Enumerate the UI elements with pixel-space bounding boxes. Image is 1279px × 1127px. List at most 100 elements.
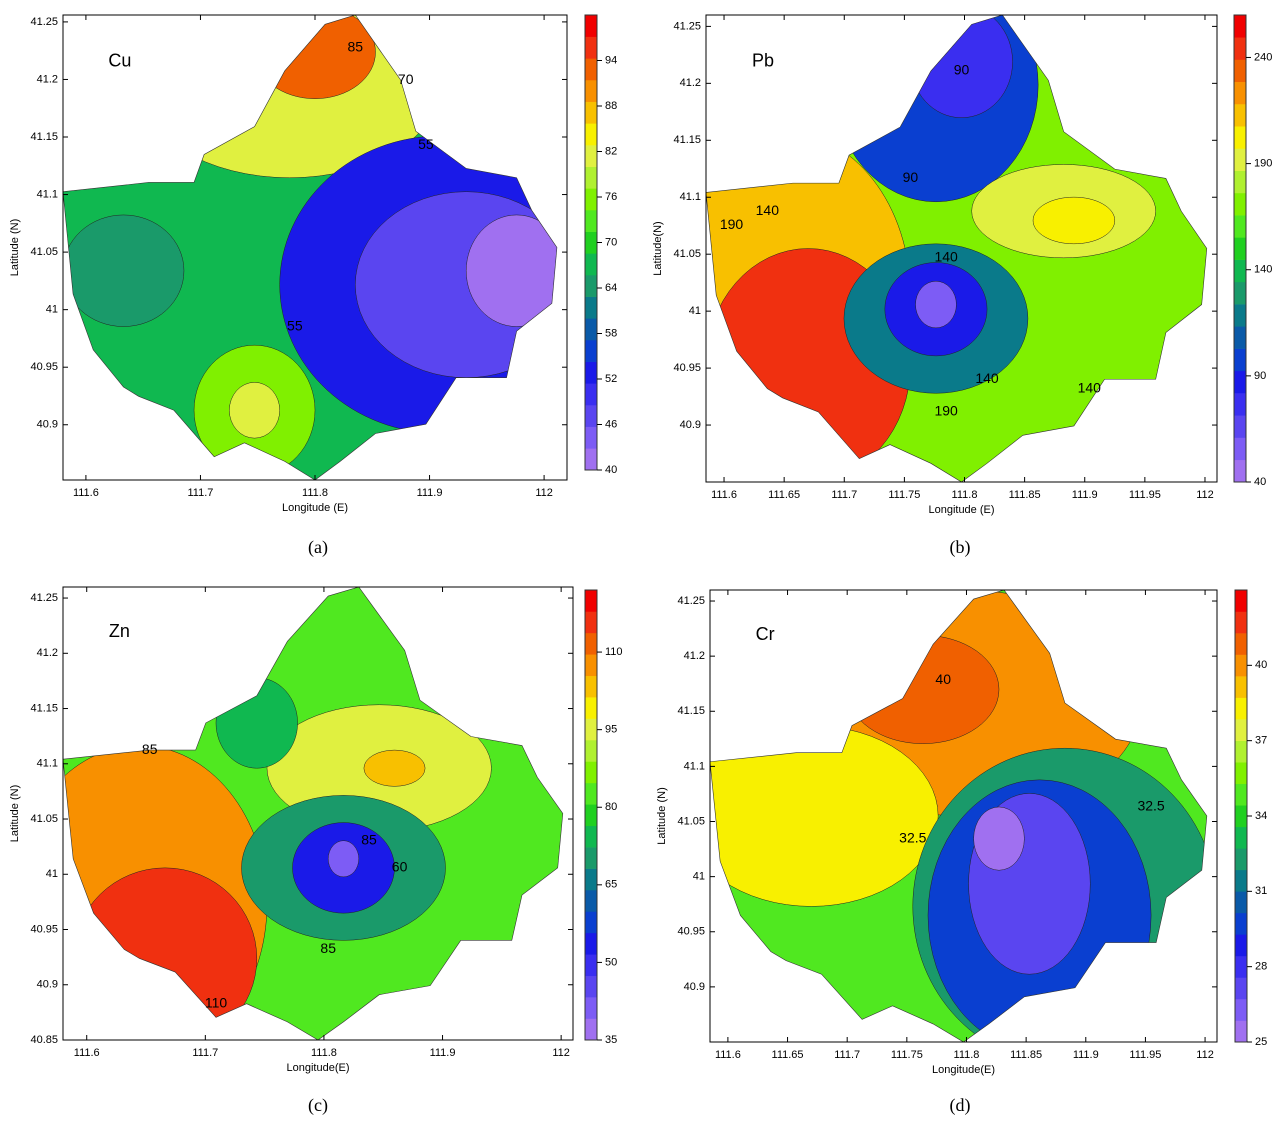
y-tick-label: 41.2 [684,650,705,662]
x-axis-label: Longitude(E) [932,1064,995,1076]
x-tick-label: 111.8 [954,1049,980,1061]
colorbar-tick-label: 25 [1255,1036,1267,1048]
colorbar-band [1234,59,1246,82]
contour-label: 40 [935,671,951,687]
element-label: Pb [752,50,774,70]
colorbar-band [585,654,597,676]
caption: (c) [308,1095,328,1116]
colorbar-band [585,890,597,912]
contour-label: 140 [934,249,958,265]
colorbar-band [585,123,597,145]
colorbar-band [1234,237,1246,260]
colorbar-band [585,826,597,848]
colorbar-tick-label: 52 [605,373,617,385]
y-tick-label: 41.05 [30,813,58,825]
colorbar-tick-label: 94 [605,54,617,66]
colorbar-band [1234,371,1246,394]
colorbar-band [585,611,597,633]
colorbar-band [585,232,597,254]
colorbar-band [585,804,597,826]
colorbar-band [1234,104,1246,127]
colorbar-tick-label: 110 [605,646,623,658]
colorbar-band [1234,304,1246,327]
y-tick-label: 41.15 [30,702,58,714]
colorbar-band [1234,326,1246,349]
caption: (b) [950,537,971,558]
colorbar-band [585,1019,597,1041]
x-tick-label: 112 [1196,1049,1214,1061]
contour-label: 85 [348,38,364,54]
y-tick-label: 40.95 [673,362,701,374]
colorbar-band [1235,956,1247,978]
contour-label: 32.5 [899,829,926,845]
x-tick-label: 111.6 [711,489,737,501]
y-tick-label: 40.95 [30,361,58,373]
colorbar-tick-label: 34 [1255,810,1267,822]
y-tick-label: 40.85 [30,1034,58,1046]
contour-band [974,807,1025,870]
x-tick-label: 111.6 [74,1047,100,1059]
x-tick-label: 111.9 [417,487,443,499]
contour-label: 85 [361,831,377,847]
colorbar-band [585,740,597,762]
x-tick-label: 112 [552,1047,570,1059]
colorbar-band [1235,741,1247,763]
colorbar-band [1235,999,1247,1021]
x-tick-label: 111.85 [1010,1049,1042,1061]
contour-label: 85 [320,940,336,956]
colorbar-band [1234,148,1246,171]
contour-band [466,215,567,327]
colorbar-band [585,253,597,275]
colorbar-band [585,427,597,449]
colorbar-band [585,362,597,384]
colorbar-band [1235,870,1247,892]
y-tick-label: 41 [46,868,58,880]
contour-label: 60 [392,859,408,875]
colorbar-tick-label: 140 [1254,264,1272,276]
colorbar-band [585,869,597,891]
y-tick-label: 40.9 [680,419,701,431]
colorbar-band [585,590,597,612]
colorbar-band [1234,415,1246,438]
y-axis-label: Latitude (N) [9,785,21,842]
colorbar-tick-label: 40 [1254,476,1266,488]
colorbar-band [1235,612,1247,634]
colorbar-band [585,145,597,167]
x-tick-label: 111.7 [834,1049,860,1061]
contour-label: 55 [287,317,303,333]
colorbar-tick-label: 90 [1254,370,1266,382]
colorbar-band [585,405,597,427]
x-tick-label: 111.95 [1129,489,1161,501]
colorbar-tick-label: 50 [605,956,617,968]
colorbar-tick-label: 40 [605,464,617,476]
contour-label: 90 [954,62,970,78]
colorbar-tick-label: 40 [1255,659,1267,671]
y-tick-label: 41.15 [30,131,58,143]
x-axis-label: Longitude (E) [282,502,348,514]
contour-band [916,281,957,328]
colorbar-band [585,210,597,232]
y-tick-label: 41.05 [677,815,705,827]
x-tick-label: 111.75 [891,1049,923,1061]
colorbar-band [1234,15,1246,38]
x-tick-label: 111.8 [311,1047,337,1059]
y-tick-label: 41.25 [677,595,705,607]
contour-band [364,750,425,786]
contour-band [328,841,359,877]
contour-label: 110 [205,994,228,1010]
colorbar-tick-label: 46 [605,418,617,430]
y-tick-label: 41.25 [30,592,58,604]
contour-field [685,590,1217,1065]
colorbar-tick-label: 35 [605,1034,617,1046]
element-label: Cr [756,624,775,644]
colorbar-band [1235,891,1247,913]
colorbar-band [585,167,597,189]
y-axis-label: Latitude (N) [9,219,21,276]
colorbar-tick-label: 28 [1255,961,1267,973]
colorbar-band [1234,171,1246,194]
x-tick-label: 111.9 [430,1047,456,1059]
x-tick-label: 111.6 [715,1049,741,1061]
colorbar-band [1235,848,1247,870]
contour-band [229,382,279,438]
